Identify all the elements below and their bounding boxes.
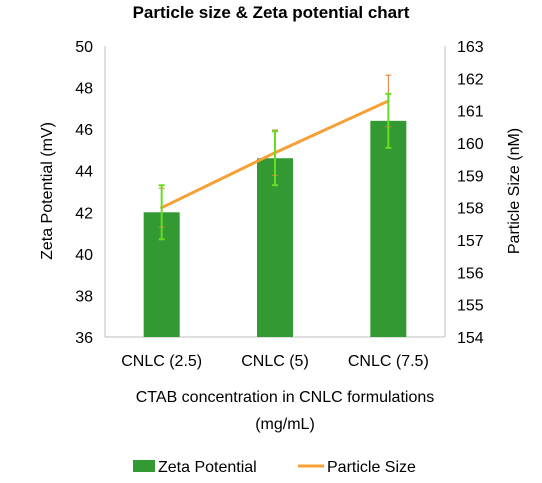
x-tick-label: CNLC (5) [241, 353, 309, 370]
y2-tick-label: 155 [457, 298, 484, 315]
y-tick-label: 50 [75, 39, 93, 56]
x-axis-label-line-2: (mg/mL) [255, 416, 315, 433]
y2-tick-label: 157 [457, 233, 484, 250]
legend-label-zeta-potential: Zeta Potential [158, 459, 257, 476]
x-tick-label: CNLC (2.5) [121, 353, 202, 370]
legend-label-particle-size: Particle Size [327, 459, 416, 476]
legend-swatch-zeta-potential [133, 460, 155, 472]
y-tick-label: 40 [75, 247, 93, 264]
chart-title: Particle size & Zeta potential chart [133, 3, 410, 22]
bar [257, 158, 293, 337]
y-tick-label: 42 [75, 205, 93, 222]
y-tick-label: 46 [75, 122, 93, 139]
y2-tick-label: 159 [457, 168, 484, 185]
x-tick-label: CNLC (7.5) [348, 353, 429, 370]
y2-tick-label: 163 [457, 39, 484, 56]
y-tick-label: 38 [75, 288, 93, 305]
y2-tick-label: 156 [457, 265, 484, 282]
y-tick-label: 48 [75, 81, 93, 98]
y2-tick-label: 162 [457, 71, 484, 88]
bar [370, 120, 407, 337]
y2-tick-label: 161 [457, 104, 484, 121]
y2-axis-label: Particle Size (nM) [506, 128, 523, 254]
y-tick-label: 36 [75, 330, 93, 347]
y2-tick-label: 154 [457, 330, 484, 347]
y2-tick-label: 158 [457, 201, 484, 218]
plot-area: 36 38 40 42 44 46 48 50 154 155 156 157 158 159 160 161… [75, 39, 484, 370]
y2-tick-label: 160 [457, 136, 484, 153]
x-axis-label-line-1: CTAB concentration in CNLC formulations [136, 389, 435, 406]
y-tick-label: 44 [75, 164, 93, 181]
y-axis-label: Zeta Potential (mV) [39, 122, 56, 260]
legend: Zeta Potential Particle Size [133, 459, 416, 476]
